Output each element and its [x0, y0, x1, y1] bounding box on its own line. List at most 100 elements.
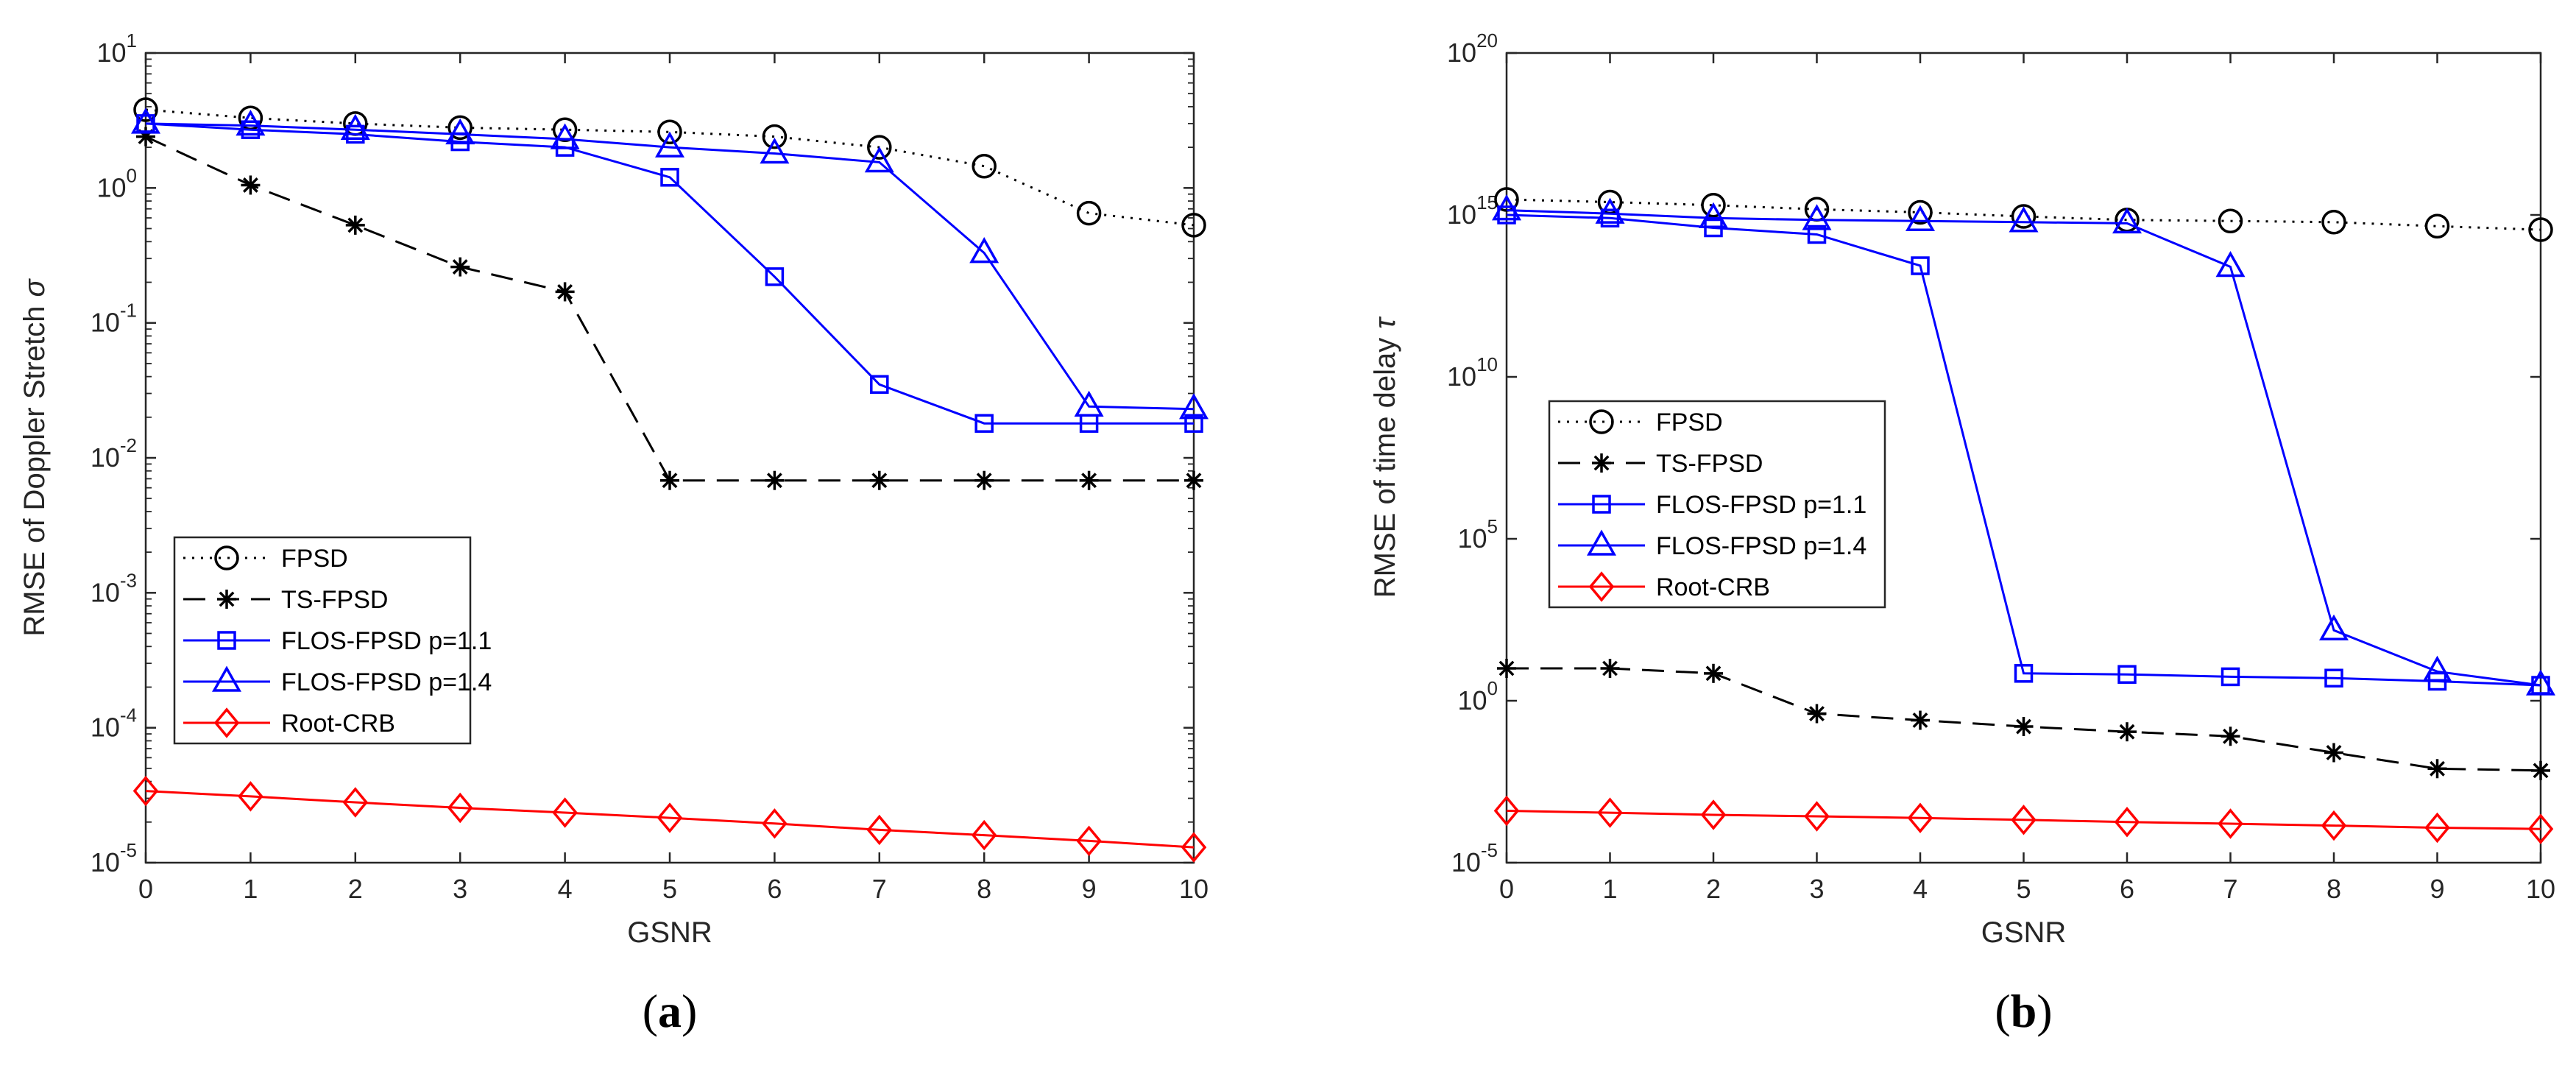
y-tick-base: 10 — [1447, 38, 1476, 68]
y-tick-base: 10 — [91, 308, 120, 338]
y-tick-label: 101 — [96, 29, 137, 68]
series-fpsd-marker — [1908, 199, 1933, 225]
series-flos-fpsd-p-1-4-marker — [340, 113, 370, 140]
series-fpsd-marker — [867, 135, 892, 160]
x-tick-label: 7 — [2223, 874, 2237, 904]
y-tick-label: 105 — [1457, 515, 1498, 554]
x-tick-label: 6 — [767, 874, 782, 904]
y-tick-label: 10-5 — [1451, 839, 1498, 877]
series-fpsd-marker — [1076, 200, 1102, 226]
series-fpsd-marker — [133, 97, 158, 122]
series-flos-fpsd-p-1-4-marker — [236, 110, 266, 136]
legend-label: FLOS-FPSD p=1.1 — [281, 627, 492, 655]
series-ts-fpsd — [136, 127, 1203, 490]
y-tick-exponent: -5 — [1481, 839, 1498, 861]
panel-paren-open: ( — [643, 985, 658, 1037]
series-flos-fpsd-p-1-1-marker — [870, 375, 889, 395]
legend-flos-fpsd-p-1-4-marker — [211, 665, 242, 692]
chart-panel-b: 0 1 2 3 4 5 6 7 8 9 1010-5100105101010151020GSNRRM… — [1369, 29, 2555, 1037]
panel-label: (b) — [1995, 985, 2052, 1037]
x-tick-label: 8 — [2326, 874, 2341, 904]
y-tick-base: 10 — [91, 577, 120, 607]
legend-label: FLOS-FPSD p=1.4 — [1656, 532, 1866, 560]
x-tick-label: 0 — [1499, 874, 1514, 904]
legend-label: FLOS-FPSD p=1.4 — [281, 668, 492, 696]
series-root-crb-marker — [1597, 797, 1623, 828]
series-fpsd-marker — [2218, 208, 2243, 233]
series-root-crb-marker — [2218, 808, 2243, 839]
series-flos-fpsd-p-1-1-marker — [2221, 667, 2240, 687]
legend-label: TS-FPSD — [281, 586, 388, 614]
series-flos-fpsd-p-1-4-marker — [1491, 194, 1522, 221]
series-ts-fpsd-marker — [2014, 717, 2034, 737]
legend-fpsd-marker — [1589, 409, 1614, 434]
series-flos-fpsd-p-1-4-marker — [1802, 204, 1832, 230]
series-ts-fpsd-marker — [2117, 722, 2137, 742]
x-tick-label: 7 — [872, 874, 887, 904]
series-fpsd-marker — [2011, 204, 2037, 229]
legend-label: FLOS-FPSD p=1.1 — [1656, 491, 1866, 519]
series-fpsd-marker — [2321, 210, 2346, 235]
panel-label: (a) — [643, 985, 698, 1037]
series-flos-fpsd-p-1-4-marker — [1074, 390, 1104, 417]
y-axis-label-symbol: τ — [1369, 316, 1401, 329]
series-ts-fpsd-marker — [1184, 470, 1203, 490]
x-tick-label: 5 — [662, 874, 677, 904]
y-tick-base: 10 — [91, 847, 120, 877]
series-ts-fpsd-marker — [1807, 704, 1827, 724]
y-tick-exponent: -5 — [120, 839, 137, 861]
series-root-crb-marker — [2527, 813, 2554, 844]
series-flos-fpsd-p-1-4-marker — [760, 137, 790, 164]
x-tick-label: 3 — [453, 874, 467, 904]
series-flos-fpsd-p-1-4 — [130, 107, 1209, 420]
series-fpsd-marker — [2424, 213, 2450, 239]
legend-item-root-crb: Root-CRB — [183, 707, 395, 738]
series-flos-fpsd-p-1-4-marker — [2525, 669, 2556, 696]
series-flos-fpsd-p-1-1-marker — [2117, 665, 2137, 684]
y-tick-exponent: -3 — [120, 569, 137, 591]
series-fpsd — [1494, 187, 2553, 242]
series-flos-fpsd-p-1-4 — [1491, 194, 2556, 696]
series-line-flos-fpsd-p-1-4 — [145, 122, 1195, 411]
panel-paren-close: ) — [2037, 985, 2052, 1037]
series-ts-fpsd-marker — [1497, 659, 1516, 678]
y-tick-label: 100 — [1457, 677, 1498, 715]
series-flos-fpsd-p-1-1-marker — [2014, 664, 2034, 683]
legend-item-flos-fpsd-p-1-4: FLOS-FPSD p=1.4 — [1558, 529, 1866, 560]
series-root-crb-marker — [342, 787, 369, 818]
series-flos-fpsd-p-1-4-marker — [1698, 202, 1729, 229]
series-root-crb-marker — [762, 808, 788, 839]
series-root-crb-marker — [1907, 802, 1933, 834]
y-tick-label: 1015 — [1447, 191, 1498, 230]
series-ts-fpsd-marker — [1911, 710, 1930, 730]
chart-panel-a: 0 1 2 3 4 5 6 7 8 9 1010-510-410-310-210-1100101GS… — [18, 29, 1209, 1037]
series-ts-fpsd-marker — [765, 470, 785, 490]
series-line-flos-fpsd-p-1-4 — [1506, 209, 2541, 687]
y-tick-label: 10-3 — [91, 569, 137, 607]
series-ts-fpsd-marker — [241, 175, 261, 195]
x-tick-label: 5 — [2016, 874, 2031, 904]
series-fpsd-marker — [657, 119, 682, 145]
y-tick-base: 10 — [1457, 523, 1487, 554]
x-tick-label: 2 — [1706, 874, 1721, 904]
x-tick-label: 0 — [138, 874, 153, 904]
series-ts-fpsd-marker — [2427, 759, 2447, 779]
series-fpsd-marker — [2528, 217, 2553, 242]
y-tick-exponent: 20 — [1476, 29, 1498, 52]
legend-item-flos-fpsd-p-1-4: FLOS-FPSD p=1.4 — [183, 665, 492, 696]
series-flos-fpsd-p-1-1 — [136, 114, 1203, 433]
series-root-crb-marker — [866, 814, 893, 846]
x-tick-label: 4 — [558, 874, 573, 904]
series-flos-fpsd-p-1-1-marker — [346, 124, 365, 144]
series-line-flos-fpsd-p-1-1 — [1506, 213, 2541, 687]
y-tick-base: 10 — [1447, 199, 1476, 230]
series-root-crb — [132, 775, 1207, 863]
series-root-crb-marker — [2321, 810, 2347, 841]
legend-ts-fpsd-marker — [217, 590, 236, 609]
series-flos-fpsd-p-1-4-marker — [654, 131, 685, 158]
legend-root-crb-marker — [1588, 571, 1615, 602]
y-tick-label: 10-4 — [91, 704, 137, 743]
panel-paren-open: ( — [1995, 985, 2010, 1037]
legend-label: FPSD — [281, 545, 348, 573]
